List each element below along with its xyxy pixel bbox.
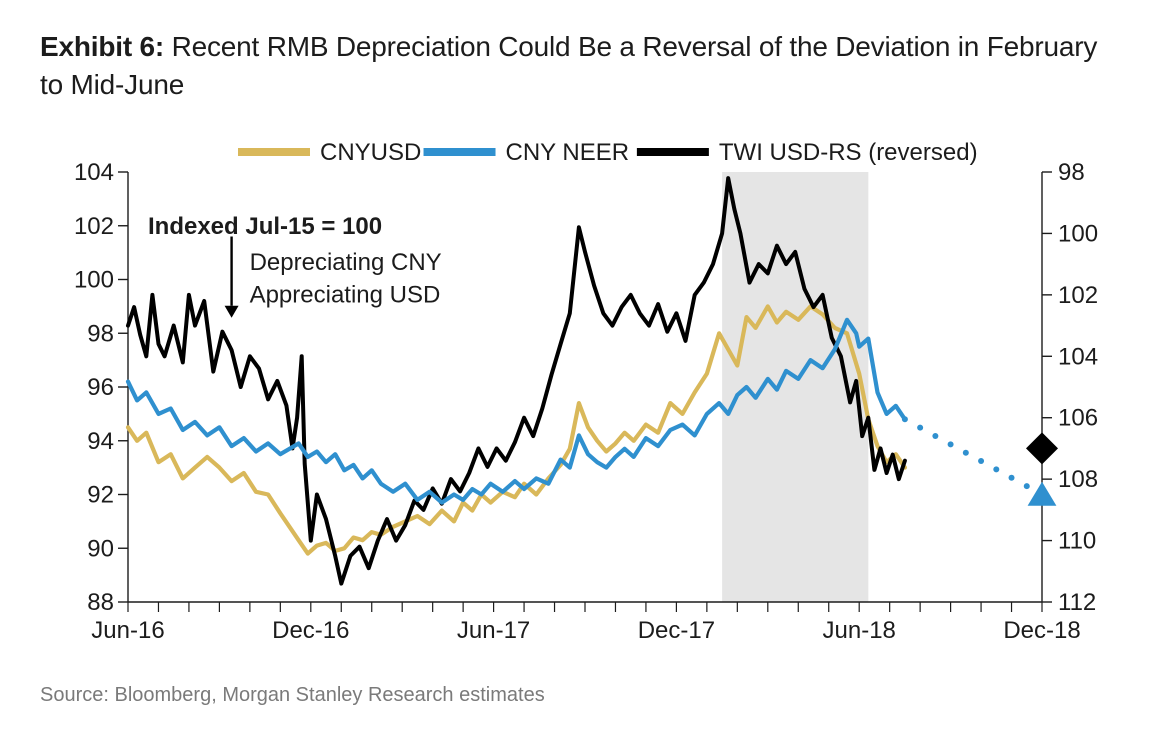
svg-text:Dec-17: Dec-17 — [638, 617, 715, 644]
source-line: Source: Bloomberg, Morgan Stanley Resear… — [40, 684, 1121, 707]
svg-text:90: 90 — [87, 535, 114, 562]
svg-text:104: 104 — [1058, 343, 1098, 370]
svg-text:Appreciating USD: Appreciating USD — [250, 281, 441, 308]
chart-area: 88 90 92 94 96 98 100 102 104 98 100 102 104 106 108 11… — [40, 126, 1121, 666]
svg-text:96: 96 — [87, 374, 114, 401]
svg-text:88: 88 — [87, 589, 114, 616]
line-chart: 88 90 92 94 96 98 100 102 104 98 100 102 104 106 108 11… — [40, 126, 1120, 666]
svg-text:TWI USD-RS (reversed): TWI USD-RS (reversed) — [719, 139, 978, 166]
svg-text:Indexed Jul-15 = 100: Indexed Jul-15 = 100 — [148, 212, 382, 239]
svg-text:Jun-16: Jun-16 — [91, 617, 164, 644]
svg-text:CNY NEER: CNY NEER — [506, 139, 630, 166]
svg-text:100: 100 — [74, 266, 114, 293]
exhibit-label: Exhibit 6: — [40, 31, 164, 62]
svg-text:Dec-18: Dec-18 — [1003, 617, 1080, 644]
svg-text:98: 98 — [1058, 159, 1085, 186]
svg-text:Depreciating CNY: Depreciating CNY — [250, 249, 442, 276]
svg-text:102: 102 — [74, 212, 114, 239]
svg-text:112: 112 — [1058, 589, 1096, 616]
svg-text:98: 98 — [87, 320, 114, 347]
svg-text:108: 108 — [1058, 466, 1098, 493]
chart-title: Exhibit 6: Recent RMB Depreciation Could… — [40, 28, 1121, 104]
svg-text:Jun-17: Jun-17 — [457, 617, 530, 644]
svg-text:94: 94 — [87, 427, 114, 454]
svg-text:Dec-16: Dec-16 — [272, 617, 349, 644]
svg-text:92: 92 — [87, 481, 114, 508]
svg-text:100: 100 — [1058, 220, 1098, 247]
svg-text:Jun-18: Jun-18 — [823, 617, 896, 644]
svg-text:CNYUSD: CNYUSD — [320, 139, 421, 166]
svg-text:106: 106 — [1058, 404, 1098, 431]
svg-text:110: 110 — [1058, 527, 1096, 554]
svg-text:102: 102 — [1058, 281, 1098, 308]
title-text: Recent RMB Depreciation Could Be a Rever… — [40, 31, 1097, 100]
svg-text:104: 104 — [74, 159, 114, 186]
